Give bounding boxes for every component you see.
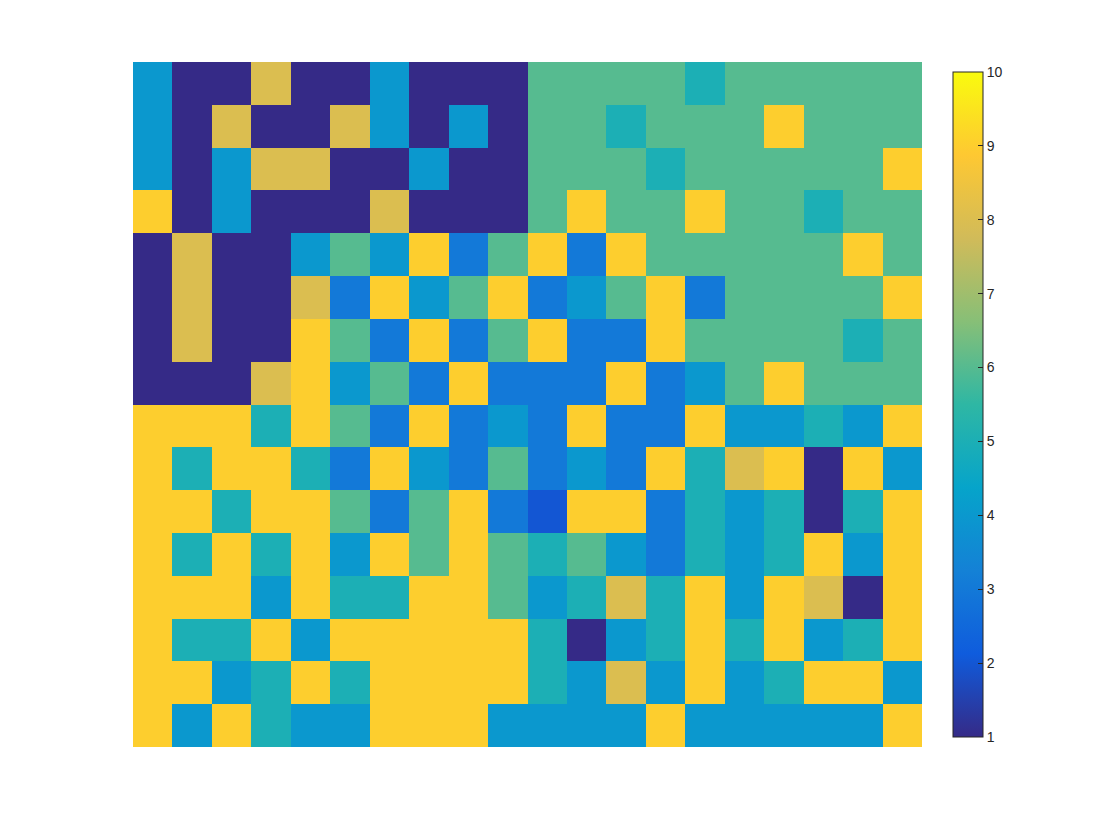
svg-text:2: 2: [987, 655, 995, 671]
svg-text:7: 7: [987, 286, 995, 302]
svg-text:9: 9: [987, 138, 995, 154]
svg-text:4: 4: [987, 507, 995, 523]
svg-text:10: 10: [987, 64, 1003, 80]
svg-text:1: 1: [987, 729, 995, 745]
svg-text:5: 5: [987, 433, 995, 449]
svg-text:6: 6: [987, 359, 995, 375]
svg-text:3: 3: [987, 581, 995, 597]
svg-text:8: 8: [987, 212, 995, 228]
